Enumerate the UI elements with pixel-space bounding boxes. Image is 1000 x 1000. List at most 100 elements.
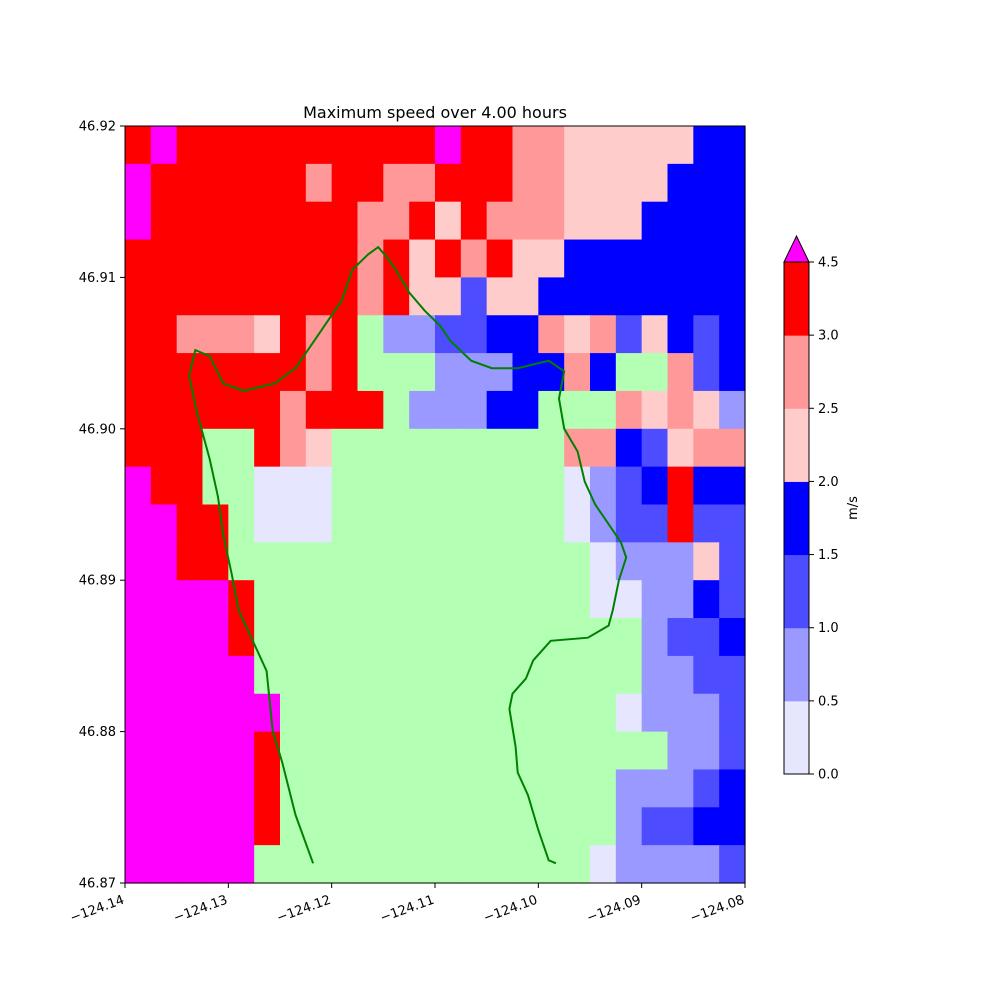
heatmap-cell xyxy=(667,731,694,771)
heatmap-cell xyxy=(150,390,178,430)
heatmap-cell xyxy=(409,542,436,581)
heatmap-cell xyxy=(357,542,384,581)
heatmap-cell xyxy=(693,353,720,392)
heatmap-cell xyxy=(331,390,359,430)
heatmap-cell xyxy=(383,542,410,581)
heatmap-cell xyxy=(538,845,565,884)
heatmap-cell xyxy=(564,769,591,808)
heatmap-cell xyxy=(280,542,307,581)
heatmap-cell xyxy=(486,428,514,468)
heatmap-cell xyxy=(202,693,229,733)
heatmap-cell xyxy=(357,845,384,884)
heatmap-cell xyxy=(486,769,514,808)
heatmap-cell xyxy=(331,769,359,808)
heatmap-cell xyxy=(693,769,720,808)
heatmap-cell xyxy=(615,390,643,430)
heatmap-cell xyxy=(460,693,488,733)
heatmap-cell xyxy=(357,807,384,846)
heatmap-cell xyxy=(693,201,720,241)
heatmap-cell xyxy=(641,390,669,430)
heatmap-cell xyxy=(176,466,204,506)
heatmap-cell xyxy=(176,163,204,203)
heatmap-cell xyxy=(409,504,436,543)
heatmap-cell xyxy=(409,807,436,846)
heatmap-cell xyxy=(512,201,539,241)
heatmap-cell xyxy=(357,731,384,771)
heatmap-cell xyxy=(590,693,617,733)
heatmap-cell xyxy=(435,390,462,430)
heatmap-cell xyxy=(460,201,488,241)
heatmap-cell xyxy=(176,693,204,733)
heatmap-cell xyxy=(383,504,410,543)
heatmap-cell xyxy=(590,769,617,808)
heatmap-cell xyxy=(202,126,229,165)
colorbar-tick-label: 0.0 xyxy=(818,768,839,783)
heatmap-cell xyxy=(460,504,488,543)
heatmap-cell xyxy=(383,466,410,506)
heatmap-cell xyxy=(719,466,746,506)
heatmap-cell xyxy=(641,277,669,316)
heatmap-cell xyxy=(590,201,617,241)
heatmap-cell xyxy=(719,201,746,241)
heatmap-cell xyxy=(667,504,694,543)
heatmap-cell xyxy=(409,315,436,354)
heatmap-cell xyxy=(590,655,617,695)
heatmap-cell xyxy=(512,428,539,468)
heatmap-cell xyxy=(228,163,255,203)
heatmap-cell xyxy=(667,542,694,581)
heatmap-cell xyxy=(460,239,488,278)
heatmap-cell xyxy=(667,693,694,733)
heatmap-cell xyxy=(280,731,307,771)
heatmap-cell xyxy=(641,466,669,506)
heatmap-cell xyxy=(667,390,694,430)
heatmap-cell xyxy=(202,239,229,278)
heatmap-cell xyxy=(512,239,539,278)
heatmap-cell xyxy=(150,277,178,316)
heatmap-cell xyxy=(564,504,591,543)
heatmap-cell xyxy=(357,315,384,354)
heatmap-cell xyxy=(435,163,462,203)
heatmap-cell xyxy=(719,769,746,808)
heatmap-cell xyxy=(280,655,307,695)
heatmap-cell xyxy=(590,845,617,884)
heatmap-cell xyxy=(125,239,152,278)
heatmap-cell xyxy=(357,201,384,241)
heatmap-cell xyxy=(486,504,514,543)
heatmap-cell xyxy=(331,315,359,354)
heatmap-cell xyxy=(202,163,229,203)
heatmap-cell xyxy=(435,693,462,733)
heatmap-cell xyxy=(125,315,152,354)
heatmap-cell xyxy=(435,542,462,581)
heatmap-cell xyxy=(176,277,204,316)
heatmap-cell xyxy=(615,277,643,316)
colorbar-segment xyxy=(784,554,809,629)
colorbar-label: m/s xyxy=(846,496,861,520)
heatmap-cell xyxy=(280,126,307,165)
heatmap-cell xyxy=(538,126,565,165)
heatmap-cell xyxy=(435,466,462,506)
heatmap-cell xyxy=(538,201,565,241)
heatmap-cell xyxy=(615,466,643,506)
heatmap-cell xyxy=(512,466,539,506)
heatmap-cell xyxy=(435,845,462,884)
heatmap-cell xyxy=(228,693,255,733)
heatmap-cell xyxy=(486,845,514,884)
heatmap-cell xyxy=(641,655,669,695)
heatmap-cell xyxy=(409,769,436,808)
heatmap-cell xyxy=(486,542,514,581)
heatmap-cell xyxy=(435,618,462,657)
heatmap-cell xyxy=(719,428,746,468)
heatmap-cell xyxy=(667,618,694,657)
heatmap-cell xyxy=(538,693,565,733)
heatmap-cell xyxy=(383,655,410,695)
heatmap-cell xyxy=(357,504,384,543)
heatmap-cell xyxy=(331,807,359,846)
heatmap-cell xyxy=(409,655,436,695)
heatmap-cell xyxy=(228,807,255,846)
heatmap-cell xyxy=(590,315,617,354)
heatmap-cell xyxy=(331,580,359,619)
heatmap-cell xyxy=(719,845,746,884)
heatmap-cell xyxy=(641,504,669,543)
heatmap-cell xyxy=(615,769,643,808)
heatmap-cell xyxy=(357,466,384,506)
